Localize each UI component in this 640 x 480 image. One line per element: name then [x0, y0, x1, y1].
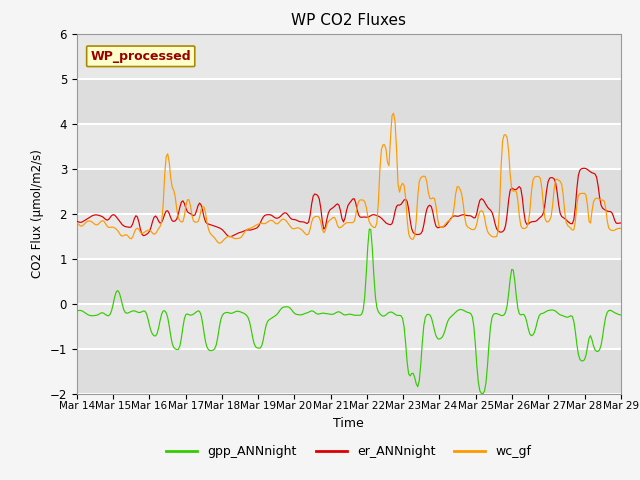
Bar [77, 259, 621, 303]
Bar [77, 348, 621, 394]
Y-axis label: CO2 Flux (μmol/m2/s): CO2 Flux (μmol/m2/s) [31, 149, 44, 278]
X-axis label: Time: Time [333, 417, 364, 430]
Title: WP CO2 Fluxes: WP CO2 Fluxes [291, 13, 406, 28]
Bar [77, 79, 621, 123]
Text: WP_processed: WP_processed [90, 50, 191, 63]
Bar [77, 168, 621, 214]
Legend: gpp_ANNnight, er_ANNnight, wc_gf: gpp_ANNnight, er_ANNnight, wc_gf [161, 440, 536, 463]
